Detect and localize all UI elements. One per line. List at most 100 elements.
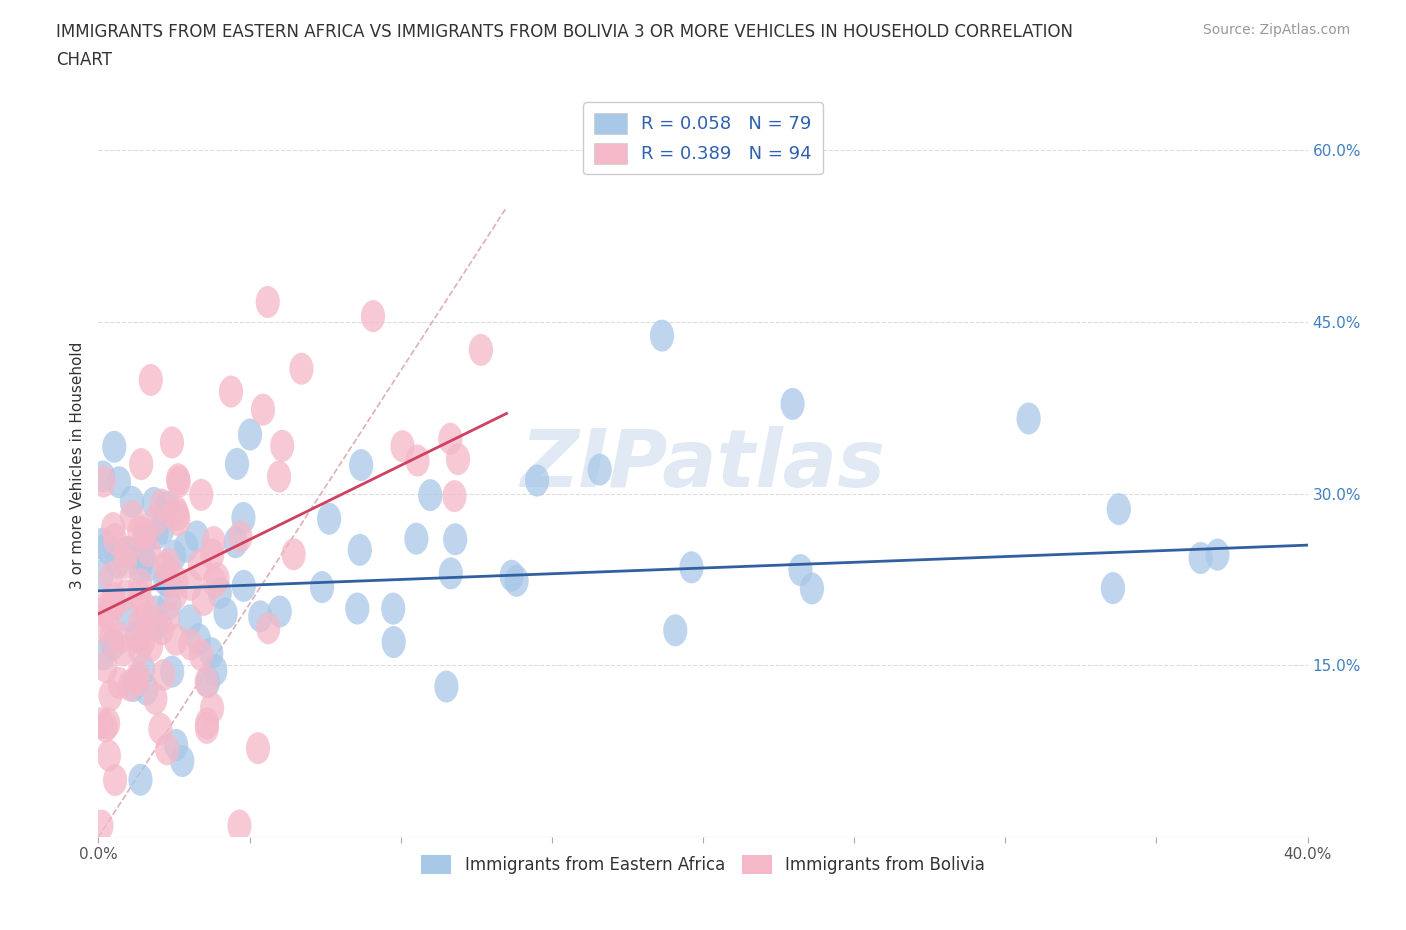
- Text: IMMIGRANTS FROM EASTERN AFRICA VS IMMIGRANTS FROM BOLIVIA 3 OR MORE VEHICLES IN : IMMIGRANTS FROM EASTERN AFRICA VS IMMIGR…: [56, 23, 1073, 41]
- Ellipse shape: [98, 680, 122, 711]
- Ellipse shape: [94, 651, 118, 683]
- Ellipse shape: [127, 515, 152, 548]
- Ellipse shape: [118, 670, 142, 701]
- Ellipse shape: [117, 536, 141, 568]
- Ellipse shape: [316, 503, 342, 535]
- Ellipse shape: [200, 637, 224, 670]
- Ellipse shape: [381, 626, 406, 658]
- Ellipse shape: [195, 711, 219, 744]
- Ellipse shape: [142, 608, 166, 640]
- Ellipse shape: [128, 552, 152, 584]
- Ellipse shape: [156, 548, 180, 580]
- Ellipse shape: [163, 495, 187, 526]
- Ellipse shape: [128, 578, 152, 611]
- Ellipse shape: [152, 659, 176, 691]
- Ellipse shape: [135, 603, 159, 634]
- Text: Source: ZipAtlas.com: Source: ZipAtlas.com: [1202, 23, 1350, 37]
- Ellipse shape: [150, 613, 174, 645]
- Ellipse shape: [143, 683, 167, 715]
- Ellipse shape: [160, 656, 184, 687]
- Ellipse shape: [156, 565, 180, 598]
- Ellipse shape: [405, 523, 429, 554]
- Ellipse shape: [111, 634, 135, 667]
- Ellipse shape: [96, 599, 120, 631]
- Ellipse shape: [166, 499, 190, 531]
- Ellipse shape: [219, 376, 243, 407]
- Ellipse shape: [267, 460, 291, 493]
- Ellipse shape: [165, 729, 188, 761]
- Ellipse shape: [105, 547, 129, 578]
- Ellipse shape: [443, 480, 467, 512]
- Ellipse shape: [191, 584, 215, 616]
- Ellipse shape: [149, 488, 174, 521]
- Ellipse shape: [114, 579, 138, 611]
- Ellipse shape: [139, 364, 163, 396]
- Ellipse shape: [194, 666, 219, 698]
- Ellipse shape: [1017, 403, 1040, 434]
- Ellipse shape: [361, 300, 385, 332]
- Ellipse shape: [103, 431, 127, 463]
- Ellipse shape: [225, 448, 249, 480]
- Ellipse shape: [174, 531, 198, 563]
- Ellipse shape: [188, 549, 212, 581]
- Ellipse shape: [166, 466, 191, 498]
- Ellipse shape: [188, 639, 212, 671]
- Ellipse shape: [446, 443, 470, 475]
- Ellipse shape: [179, 569, 202, 601]
- Ellipse shape: [153, 564, 177, 596]
- Ellipse shape: [91, 466, 115, 498]
- Ellipse shape: [101, 589, 127, 621]
- Ellipse shape: [136, 550, 160, 582]
- Ellipse shape: [128, 607, 152, 639]
- Ellipse shape: [347, 534, 371, 565]
- Ellipse shape: [418, 479, 443, 512]
- Ellipse shape: [114, 536, 139, 568]
- Ellipse shape: [205, 563, 229, 594]
- Ellipse shape: [101, 589, 125, 621]
- Ellipse shape: [256, 286, 280, 318]
- Ellipse shape: [179, 629, 202, 660]
- Ellipse shape: [150, 512, 174, 545]
- Ellipse shape: [309, 571, 335, 604]
- Ellipse shape: [139, 630, 163, 662]
- Ellipse shape: [153, 552, 177, 584]
- Ellipse shape: [170, 745, 194, 777]
- Ellipse shape: [155, 491, 179, 523]
- Ellipse shape: [232, 502, 256, 534]
- Ellipse shape: [1101, 572, 1125, 605]
- Ellipse shape: [90, 809, 114, 842]
- Ellipse shape: [200, 692, 224, 724]
- Ellipse shape: [93, 711, 118, 742]
- Ellipse shape: [247, 601, 273, 632]
- Ellipse shape: [131, 542, 155, 575]
- Ellipse shape: [184, 521, 209, 552]
- Ellipse shape: [155, 734, 179, 765]
- Ellipse shape: [134, 593, 157, 625]
- Ellipse shape: [90, 560, 114, 591]
- Ellipse shape: [156, 601, 180, 633]
- Ellipse shape: [91, 638, 115, 671]
- Ellipse shape: [135, 673, 159, 706]
- Ellipse shape: [120, 500, 143, 532]
- Ellipse shape: [224, 526, 247, 558]
- Ellipse shape: [142, 486, 166, 519]
- Ellipse shape: [208, 577, 232, 609]
- Ellipse shape: [128, 568, 152, 600]
- Ellipse shape: [121, 670, 145, 702]
- Ellipse shape: [1205, 538, 1230, 571]
- Ellipse shape: [166, 463, 190, 496]
- Ellipse shape: [439, 557, 463, 590]
- Ellipse shape: [125, 621, 149, 653]
- Ellipse shape: [256, 612, 280, 644]
- Ellipse shape: [132, 517, 156, 550]
- Ellipse shape: [780, 388, 804, 420]
- Ellipse shape: [108, 621, 132, 654]
- Ellipse shape: [439, 423, 463, 455]
- Ellipse shape: [90, 527, 115, 560]
- Ellipse shape: [91, 592, 115, 625]
- Ellipse shape: [228, 521, 253, 552]
- Ellipse shape: [122, 538, 146, 570]
- Ellipse shape: [200, 538, 225, 570]
- Ellipse shape: [524, 464, 550, 497]
- Ellipse shape: [160, 427, 184, 458]
